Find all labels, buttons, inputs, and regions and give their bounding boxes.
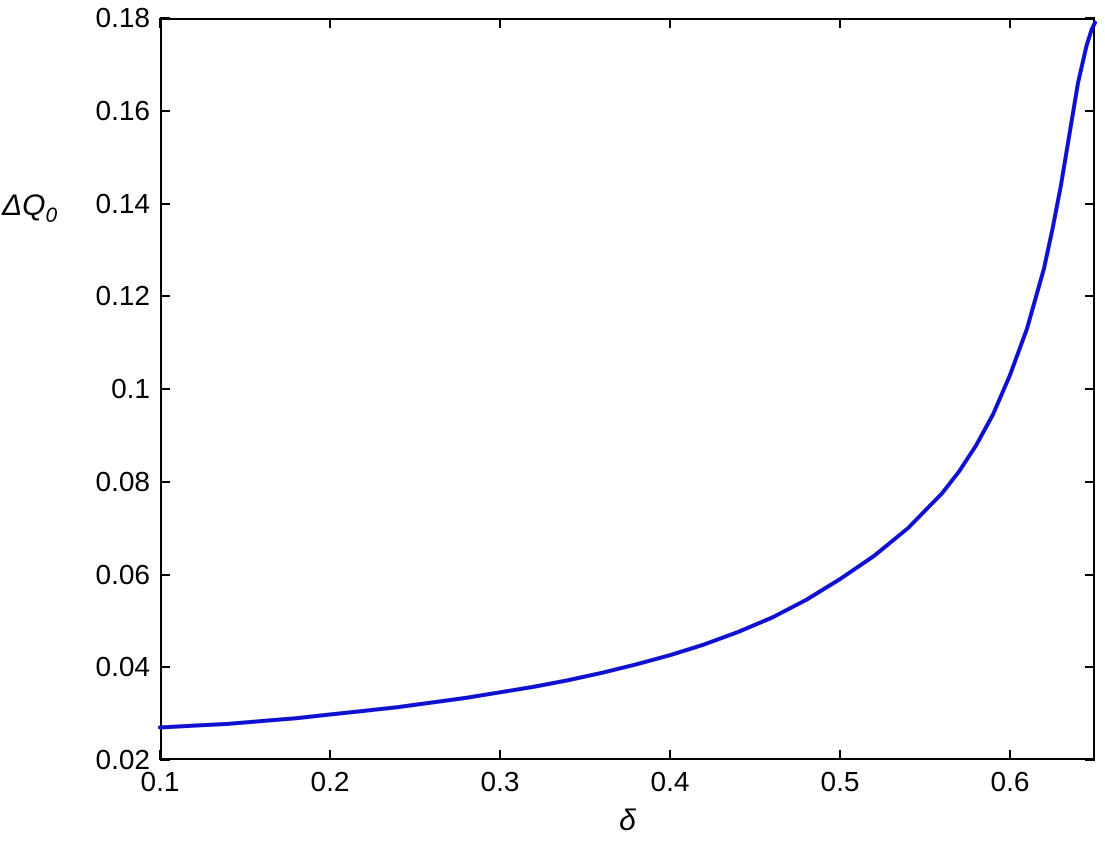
x-tick-label: 0.2 (300, 766, 360, 798)
y-tick-mark (1085, 666, 1095, 668)
y-axis-label-q: Q (22, 189, 45, 222)
y-tick-mark (160, 17, 170, 19)
chart-line (0, 0, 1105, 846)
x-tick-label: 0.1 (130, 766, 190, 798)
x-tick-label: 0.6 (980, 766, 1040, 798)
x-tick-mark (159, 750, 161, 760)
x-tick-mark (669, 750, 671, 760)
y-tick-mark (160, 759, 170, 761)
x-tick-mark (1009, 18, 1011, 28)
x-tick-label: 0.3 (470, 766, 530, 798)
series-line (160, 23, 1095, 728)
y-tick-mark (160, 110, 170, 112)
x-tick-mark (499, 18, 501, 28)
y-tick-mark (1085, 574, 1095, 576)
x-tick-mark (499, 750, 501, 760)
y-tick-mark (1085, 295, 1095, 297)
y-tick-mark (1085, 481, 1095, 483)
y-tick-label: 0.14 (70, 188, 150, 220)
chart-container: 0.020.040.060.080.10.120.140.160.180.10.… (0, 0, 1105, 846)
y-tick-mark (1085, 203, 1095, 205)
y-axis-label: ΔQ0 (2, 189, 57, 228)
x-axis-label: δ (608, 804, 648, 838)
y-tick-mark (160, 666, 170, 668)
y-tick-label: 0.08 (70, 466, 150, 498)
x-tick-label: 0.4 (640, 766, 700, 798)
y-tick-label: 0.12 (70, 280, 150, 312)
x-tick-label: 0.5 (810, 766, 870, 798)
y-tick-mark (1085, 110, 1095, 112)
y-tick-label: 0.04 (70, 651, 150, 683)
y-axis-label-sub: 0 (45, 204, 57, 227)
x-tick-mark (669, 18, 671, 28)
y-tick-mark (1085, 17, 1095, 19)
x-tick-mark (839, 18, 841, 28)
y-tick-label: 0.18 (70, 2, 150, 34)
y-axis-label-delta: Δ (2, 189, 22, 222)
y-tick-label: 0.06 (70, 559, 150, 591)
y-tick-mark (160, 481, 170, 483)
x-tick-mark (159, 18, 161, 28)
x-axis-label-text: δ (619, 804, 636, 837)
y-tick-mark (160, 203, 170, 205)
x-tick-mark (1009, 750, 1011, 760)
y-tick-label: 0.1 (70, 373, 150, 405)
y-tick-mark (160, 388, 170, 390)
y-tick-label: 0.16 (70, 95, 150, 127)
y-tick-mark (160, 295, 170, 297)
y-tick-mark (1085, 388, 1095, 390)
y-tick-mark (1085, 759, 1095, 761)
x-tick-mark (839, 750, 841, 760)
y-tick-mark (160, 574, 170, 576)
x-tick-mark (329, 750, 331, 760)
x-tick-mark (329, 18, 331, 28)
